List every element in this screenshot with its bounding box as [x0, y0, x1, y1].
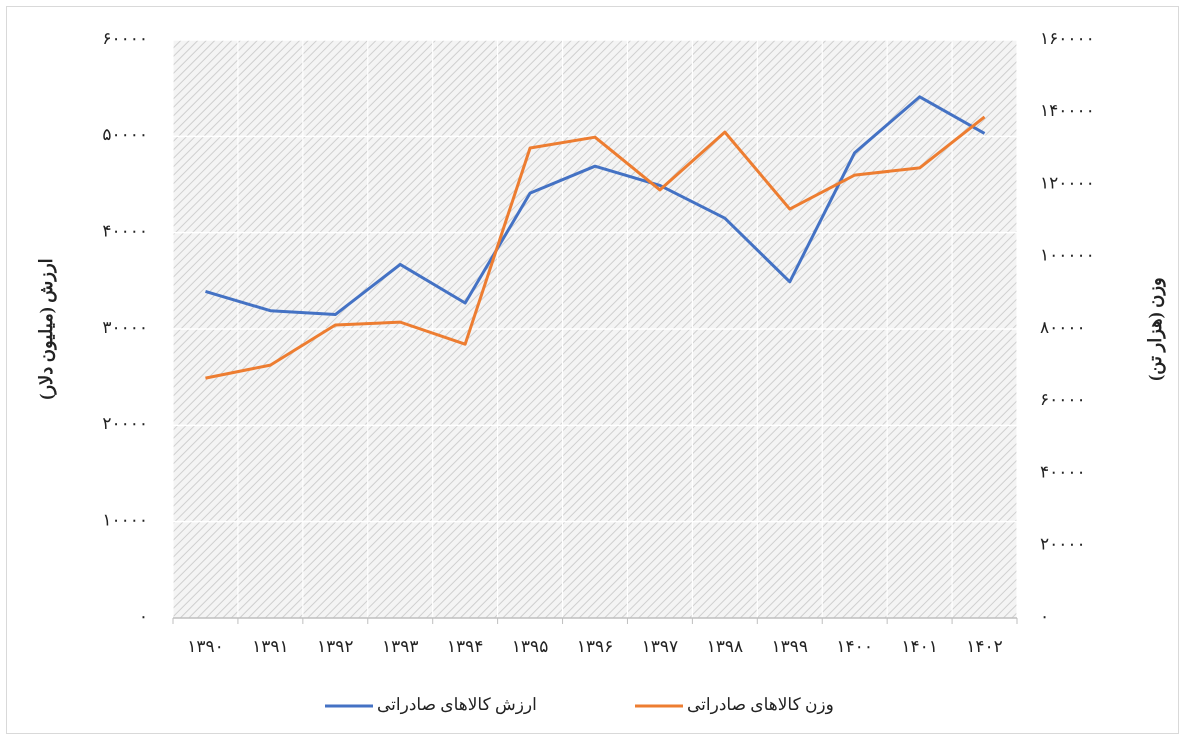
- x-tick-label: ۱۳۹۶: [577, 637, 614, 656]
- y-tick-label: ۲۰۰۰۰: [102, 414, 148, 433]
- y-tick-label: ۰: [139, 607, 148, 626]
- x-tick-label: ۱۳۹۸: [707, 637, 744, 656]
- y2-tick-label: ۱۰۰۰۰۰: [1040, 246, 1095, 265]
- legend-label: ارزش کالاهای صادراتی: [377, 695, 537, 715]
- x-tick-label: ۱۳۹۷: [642, 637, 679, 656]
- y2-tick-label: ۱۲۰۰۰۰: [1040, 173, 1095, 192]
- y2-tick-label: ۲۰۰۰۰: [1040, 535, 1086, 554]
- y-tick-label: ۵۰۰۰۰: [102, 125, 148, 144]
- series-line: [205, 115, 986, 380]
- legend-label: وزن کالاهای صادراتی: [687, 695, 834, 715]
- x-tick-label: ۱۳۹۰: [187, 637, 224, 656]
- x-tick-label: ۱۳۹۱: [252, 637, 289, 656]
- y2-tick-label: ۸۰۰۰۰: [1040, 318, 1086, 337]
- x-tick-label: ۱۴۰۰: [836, 637, 873, 656]
- x-tick-label: ۱۳۹۳: [382, 637, 419, 656]
- x-tick-label: ۱۴۰۱: [901, 637, 938, 656]
- y2-tick-label: ۶۰۰۰۰: [1040, 390, 1086, 409]
- x-tick-label: ۱۳۹۲: [317, 637, 354, 656]
- y2-tick-label: ۱۴۰۰۰۰: [1040, 101, 1095, 120]
- y-tick-label: ۴۰۰۰۰: [102, 222, 148, 241]
- x-tick-label: ۱۳۹۹: [772, 637, 809, 656]
- x-tick-label: ۱۴۰۲: [966, 637, 1003, 656]
- y2-tick-label: ۱۶۰۰۰۰: [1040, 29, 1095, 48]
- series-line: [205, 95, 986, 317]
- y2-axis-title: وزن (هزار تن): [1145, 277, 1166, 380]
- y-axis-title: ارزش (میلیون دلار): [36, 258, 57, 399]
- x-tick-label: ۱۳۹۵: [512, 637, 549, 656]
- y2-tick-label: ۰: [1040, 607, 1049, 626]
- y2-tick-label: ۴۰۰۰۰: [1040, 462, 1086, 481]
- y-tick-label: ۳۰۰۰۰: [102, 318, 148, 337]
- x-tick-label: ۱۳۹۴: [447, 637, 484, 656]
- y-tick-label: ۶۰۰۰۰: [102, 29, 148, 48]
- y-tick-label: ۱۰۰۰۰: [102, 511, 148, 530]
